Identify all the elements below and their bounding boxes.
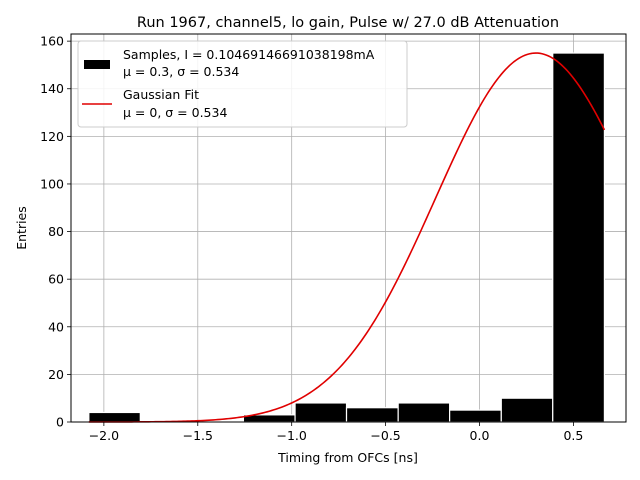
legend-samples-stats: μ = 0.3, σ = 0.534: [123, 64, 239, 79]
y-axis-label: Entries: [14, 206, 29, 250]
x-tick-label: 0.5: [563, 428, 583, 443]
histogram-bar: [294, 402, 348, 423]
legend-samples-label: Samples, I = 0.10469146691038198mA: [123, 47, 375, 62]
x-tick-label: −0.5: [370, 428, 400, 443]
histogram-bar: [397, 402, 451, 423]
plot-area-frame: [70, 33, 627, 423]
histogram-bar: [88, 411, 141, 423]
histogram-bar: [552, 52, 606, 423]
histogram-bar: [449, 409, 502, 423]
legend: Samples, I = 0.10469146691038198mA μ = 0…: [77, 40, 408, 128]
x-tick-label: −1.5: [183, 428, 213, 443]
histogram-bar: [345, 407, 399, 423]
y-tick-label: 0: [56, 415, 64, 430]
legend-box: [77, 40, 408, 128]
x-axis-label: Timing from OFCs [ns]: [277, 450, 418, 465]
y-tick-label: 120: [40, 129, 64, 144]
x-tick-label: −2.0: [89, 428, 119, 443]
y-axis-ticks: 0 20 40 60 80 100 120 140 160: [40, 34, 71, 430]
legend-fit-stats: μ = 0, σ = 0.534: [123, 105, 227, 120]
histogram-bar: [500, 397, 554, 423]
histogram-bars: [88, 52, 606, 423]
y-tick-label: 140: [40, 81, 64, 96]
y-tick-label: 20: [48, 367, 64, 382]
legend-fit-label: Gaussian Fit: [123, 87, 199, 102]
y-tick-label: 40: [48, 319, 64, 334]
x-tick-label: −1.0: [277, 428, 307, 443]
x-axis-ticks: −2.0 −1.5 −1.0 −0.5 0.0 0.5: [89, 422, 583, 443]
x-tick-label: 0.0: [470, 428, 490, 443]
legend-samples-swatch: [84, 60, 110, 69]
chart-title: Run 1967, channel5, lo gain, Pulse w/ 27…: [137, 15, 559, 31]
y-tick-label: 80: [48, 224, 64, 239]
y-tick-label: 60: [48, 272, 64, 287]
y-tick-label: 100: [40, 176, 64, 191]
gaussian-fit: [88, 52, 606, 423]
gaussian-fit-line: [88, 52, 606, 423]
y-tick-label: 160: [40, 34, 64, 49]
